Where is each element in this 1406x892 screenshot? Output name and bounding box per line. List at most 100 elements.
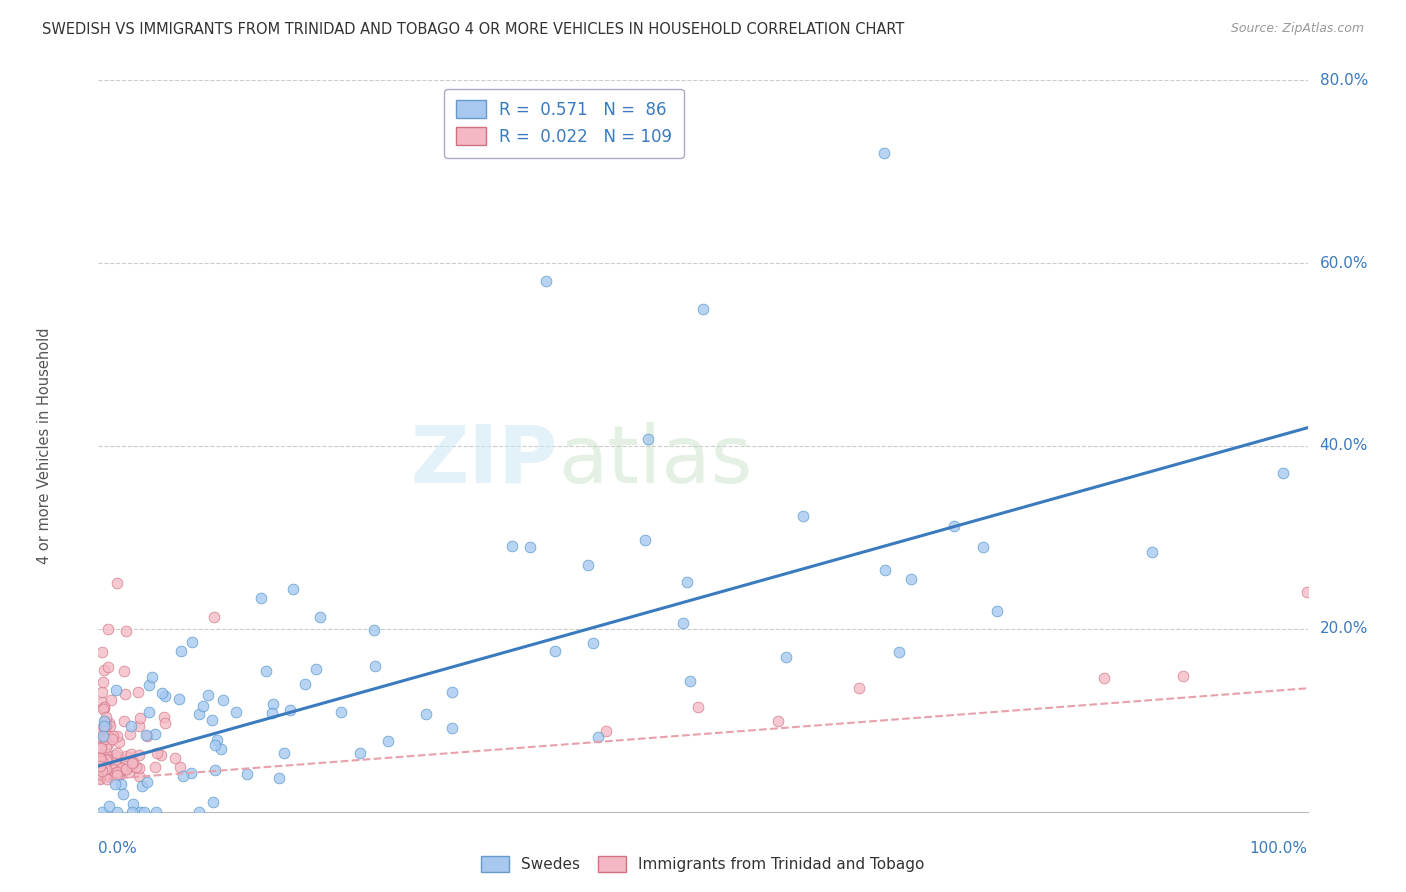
Point <box>112 664 135 678</box>
Legend: R =  0.571   N =  86, R =  0.022   N = 109: R = 0.571 N = 86, R = 0.022 N = 109 <box>444 88 683 158</box>
Point <box>120 747 142 762</box>
Point <box>141 670 163 684</box>
Point <box>294 677 316 691</box>
Point <box>127 685 149 699</box>
Point <box>110 777 132 791</box>
Point <box>197 688 219 702</box>
Point <box>363 623 385 637</box>
Point <box>90 764 112 778</box>
Point <box>94 753 117 767</box>
Point <box>134 728 156 742</box>
Text: ZIP: ZIP <box>411 422 558 500</box>
Point <box>108 735 131 749</box>
Point <box>93 762 115 776</box>
Point <box>105 758 128 772</box>
Point <box>89 724 111 739</box>
Point <box>1140 545 1163 559</box>
Point <box>122 797 145 811</box>
Legend: Swedes, Immigrants from Trinidad and Tobago: Swedes, Immigrants from Trinidad and Tob… <box>474 848 932 880</box>
Point <box>128 719 150 733</box>
Text: 4 or more Vehicles in Household: 4 or more Vehicles in Household <box>37 327 52 565</box>
Point <box>96 752 118 766</box>
Point <box>172 769 194 783</box>
Point <box>792 509 814 524</box>
Point <box>281 582 304 596</box>
Point <box>972 540 994 554</box>
Point <box>534 274 557 288</box>
Point <box>441 685 464 699</box>
Point <box>90 750 112 764</box>
Point <box>202 610 225 624</box>
Point <box>135 729 157 743</box>
Point <box>204 738 226 752</box>
Point <box>89 772 111 786</box>
Point <box>1173 669 1195 683</box>
Point <box>848 681 870 695</box>
Point <box>637 432 659 446</box>
Point <box>889 645 911 659</box>
Point <box>201 795 224 809</box>
Point <box>519 540 541 554</box>
Point <box>118 749 141 764</box>
Point <box>94 732 117 747</box>
Point <box>94 768 117 782</box>
Point <box>114 624 136 638</box>
Point <box>153 690 176 704</box>
Point <box>121 759 143 773</box>
Point <box>93 714 115 728</box>
Point <box>93 700 115 714</box>
Point <box>349 746 371 760</box>
Point <box>103 762 125 776</box>
Point <box>364 659 387 673</box>
Point <box>94 747 117 762</box>
Point <box>329 705 352 719</box>
Point <box>97 729 120 743</box>
Point <box>112 787 135 801</box>
Text: 60.0%: 60.0% <box>1320 256 1368 270</box>
Point <box>377 734 399 748</box>
Point <box>93 663 115 677</box>
Point <box>107 805 129 819</box>
Point <box>104 756 127 771</box>
Point <box>254 664 277 678</box>
Point <box>121 755 143 769</box>
Point <box>89 758 111 772</box>
Point <box>97 622 120 636</box>
Text: 80.0%: 80.0% <box>1320 73 1368 87</box>
Point <box>209 741 232 756</box>
Point <box>544 644 567 658</box>
Point <box>98 715 121 730</box>
Point <box>201 713 224 727</box>
Point <box>111 761 134 775</box>
Point <box>138 705 160 719</box>
Point <box>98 770 121 784</box>
Point <box>90 759 112 773</box>
Text: 0.0%: 0.0% <box>98 841 138 856</box>
Point <box>415 706 437 721</box>
Point <box>131 780 153 794</box>
Point <box>134 805 156 819</box>
Point <box>180 766 202 780</box>
Point <box>104 766 127 780</box>
Point <box>91 695 114 709</box>
Point <box>93 674 115 689</box>
Point <box>249 591 271 606</box>
Point <box>595 723 617 738</box>
Point <box>170 644 193 658</box>
Point <box>112 763 135 777</box>
Point <box>105 729 128 743</box>
Text: 100.0%: 100.0% <box>1250 841 1308 856</box>
Point <box>90 645 112 659</box>
Point <box>873 563 896 577</box>
Point <box>96 772 118 786</box>
Point <box>1272 467 1295 481</box>
Point <box>93 714 115 728</box>
Point <box>104 747 127 762</box>
Text: Source: ZipAtlas.com: Source: ZipAtlas.com <box>1230 22 1364 36</box>
Point <box>87 734 110 748</box>
Point <box>89 739 111 754</box>
Point <box>692 301 714 316</box>
Point <box>150 747 173 762</box>
Point <box>89 722 111 736</box>
Point <box>90 758 112 772</box>
